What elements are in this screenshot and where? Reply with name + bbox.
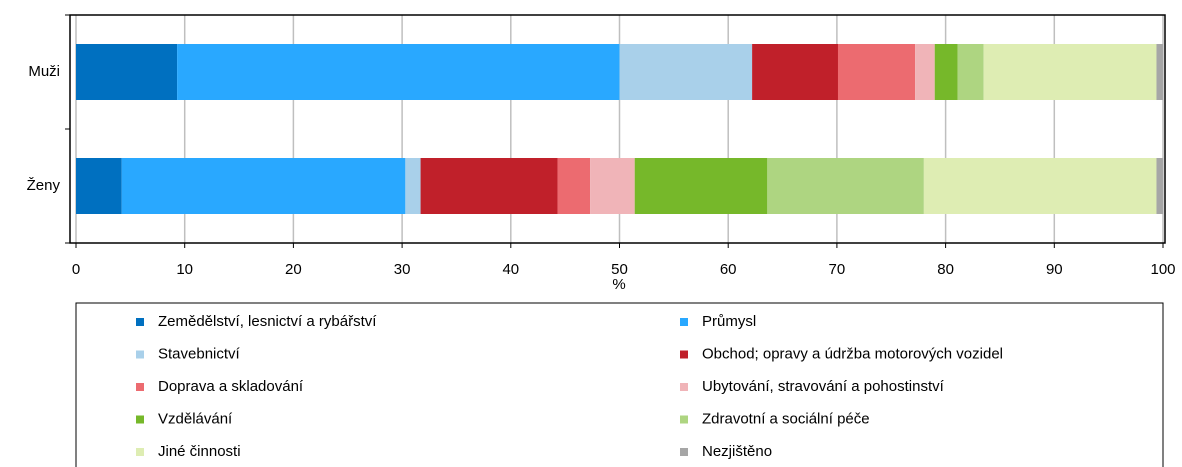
legend-label: Vzdělávání xyxy=(158,410,233,427)
legend-swatch xyxy=(136,383,144,391)
legend-label: Stavebnictví xyxy=(158,345,241,362)
legend-label: Jiné činnosti xyxy=(158,443,241,460)
bar-segment xyxy=(923,158,1157,214)
x-tick-label: 40 xyxy=(502,261,519,278)
x-tick-label: 50 xyxy=(611,261,628,278)
legend-swatch xyxy=(680,318,688,326)
legend-label: Průmysl xyxy=(702,313,756,330)
bar-segment xyxy=(957,44,984,100)
x-tick-label: 60 xyxy=(720,261,737,278)
x-tick-label: 70 xyxy=(829,261,846,278)
bar-segment xyxy=(177,44,620,100)
bar-segment xyxy=(420,158,558,214)
bar-segment xyxy=(1156,158,1163,214)
x-tick-label: 90 xyxy=(1046,261,1063,278)
x-axis-label: % xyxy=(612,276,625,293)
bar-segment xyxy=(915,44,935,100)
x-tick-label: 10 xyxy=(176,261,193,278)
legend-swatch xyxy=(680,415,688,424)
bar-segment xyxy=(634,158,768,214)
plot-frame xyxy=(69,14,1166,244)
bar-segment xyxy=(837,44,916,100)
bar-segment xyxy=(590,158,635,214)
legend-label: Doprava a skladování xyxy=(158,378,304,395)
legend-label: Ubytování, stravování a pohostinství xyxy=(702,378,945,395)
legend-label: Nezjištěno xyxy=(702,443,772,460)
x-tick-label: 30 xyxy=(394,261,411,278)
legend-swatch xyxy=(136,318,144,326)
y-tick-label: Muži xyxy=(28,63,60,80)
legend-swatch xyxy=(680,383,688,391)
legend-label: Zemědělství, lesnictví a rybářství xyxy=(158,313,377,330)
legend-swatch xyxy=(680,350,688,359)
x-tick-label: 0 xyxy=(72,261,80,278)
bar-segment xyxy=(405,158,421,214)
legend-swatch xyxy=(136,415,144,424)
legend-swatch xyxy=(136,448,144,456)
bar-segment xyxy=(76,44,178,100)
bar-segment xyxy=(752,44,838,100)
bar-segment xyxy=(619,44,753,100)
x-tick-label: 80 xyxy=(937,261,954,278)
bar-segment xyxy=(121,158,406,214)
y-tick-label: Ženy xyxy=(27,177,61,194)
bar-segment xyxy=(934,44,958,100)
bar-segment xyxy=(1156,44,1163,100)
bar-segment xyxy=(983,44,1157,100)
bar-segment xyxy=(767,158,924,214)
legend-label: Obchod; opravy a údržba motorových vozid… xyxy=(702,345,1003,362)
legend-box xyxy=(75,302,1164,467)
bar-segment xyxy=(76,158,122,214)
bar-segment xyxy=(557,158,591,214)
x-tick-label: 100 xyxy=(1150,261,1175,278)
legend-label: Zdravotní a sociální péče xyxy=(702,410,870,427)
x-tick-label: 20 xyxy=(285,261,302,278)
legend-swatch xyxy=(680,448,688,456)
legend-swatch xyxy=(136,350,144,359)
